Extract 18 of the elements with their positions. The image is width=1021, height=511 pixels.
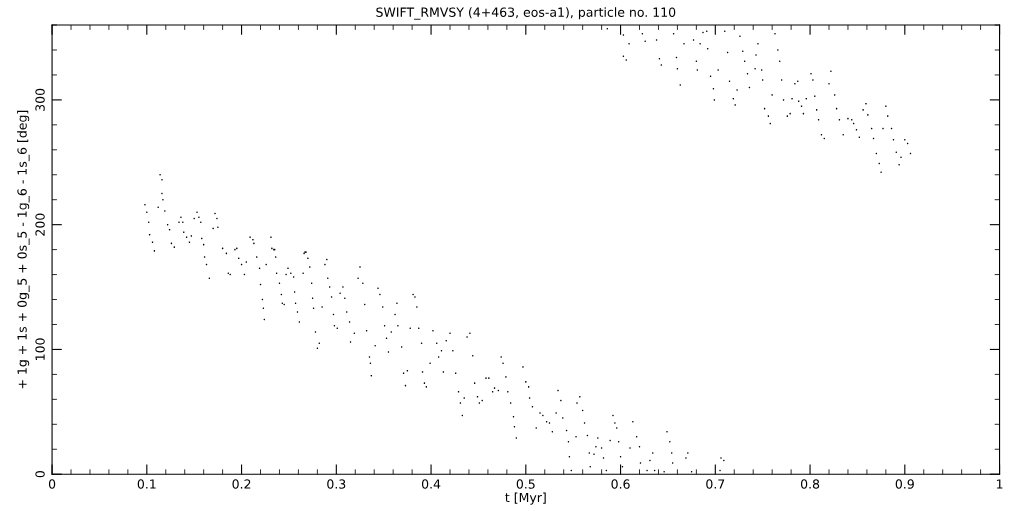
x-tick-label: 0.9 (895, 479, 914, 489)
x-axis-title: t [Myr] (505, 492, 546, 505)
x-tick-label: 1 (996, 479, 1003, 489)
y-axis-title: + 1g + 1s + 0g_5 + 0s_5 - 1g_6 - 1s_6 [deg] (17, 110, 30, 389)
y-tick-label: 100 (35, 338, 45, 360)
x-tick-label: 0.8 (800, 479, 820, 489)
x-tick-label: 0.1 (137, 479, 156, 489)
y-tick-label: 0 (35, 471, 45, 478)
x-tick-label: 0.4 (421, 479, 441, 489)
y-tick-label: 300 (35, 88, 45, 111)
y-tick-label: 200 (35, 213, 45, 236)
x-tick-label: 0.7 (706, 479, 725, 489)
x-tick-label: 0.2 (232, 479, 251, 489)
x-tick-label: 0.5 (516, 479, 535, 489)
chart-title: SWIFT_RMVSY (4+463, eos-a1), particle no. 110 (376, 7, 676, 20)
x-tick-label: 0.3 (327, 479, 346, 489)
x-tick-label: 0.6 (611, 479, 630, 489)
x-tick-label: 0 (48, 479, 56, 489)
